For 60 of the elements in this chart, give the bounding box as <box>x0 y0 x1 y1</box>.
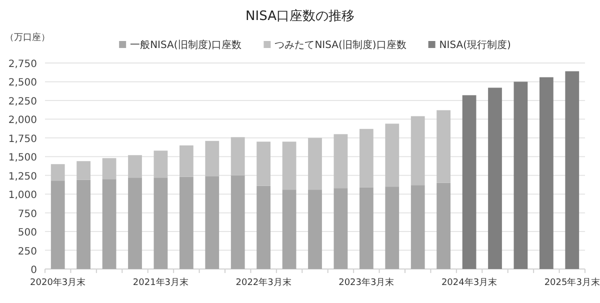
bar <box>282 190 296 269</box>
y-tick-label: 500 <box>18 228 37 239</box>
bar <box>102 158 116 180</box>
bar <box>154 150 168 178</box>
bar <box>359 187 374 269</box>
bar <box>539 77 554 269</box>
bar <box>102 179 116 269</box>
x-tick-label: 2025年3月末 <box>544 277 600 288</box>
bar <box>436 110 451 183</box>
bar <box>308 138 322 190</box>
bar <box>154 178 168 269</box>
y-tick-label: 1,750 <box>8 134 37 145</box>
bar <box>488 88 502 269</box>
x-tick-label: 2024年3月末 <box>441 277 498 288</box>
bar <box>410 116 425 186</box>
bar <box>436 182 451 269</box>
legend-label: つみたてNISA(旧制度)口座数 <box>274 39 406 51</box>
bar <box>256 142 271 186</box>
bar <box>50 164 65 181</box>
legend-label: 一般NISA(旧制度)口座数 <box>130 39 242 51</box>
bar <box>205 176 220 269</box>
y-tick-label: 2,750 <box>8 59 37 70</box>
bar <box>230 175 245 269</box>
bar <box>179 176 194 269</box>
bar <box>205 140 220 176</box>
x-tick-label: 2020年3月末 <box>30 277 86 288</box>
bar <box>179 145 194 177</box>
bar <box>334 188 348 269</box>
x-tick-label: 2022年3月末 <box>236 277 292 288</box>
bar <box>359 128 374 188</box>
bar <box>76 180 91 269</box>
chart-title: NISA口座数の推移 <box>246 8 354 24</box>
y-tick-label: 1,000 <box>8 190 37 202</box>
bar <box>282 142 296 190</box>
bar <box>230 137 245 176</box>
bar <box>565 71 580 269</box>
legend-label: NISA(現行制度) <box>439 39 512 51</box>
bar <box>76 161 91 180</box>
bar <box>128 178 142 269</box>
bar <box>462 95 476 269</box>
bar <box>385 124 400 187</box>
bar <box>308 190 322 269</box>
y-axis-title: （万口座） <box>5 32 50 43</box>
bar <box>334 134 348 188</box>
x-tick-label: 2023年3月末 <box>338 277 394 288</box>
y-tick-label: 1,500 <box>8 152 37 164</box>
bar <box>256 186 271 269</box>
bar <box>128 155 142 178</box>
y-tick-label: 2,250 <box>8 96 37 108</box>
bar <box>410 185 425 269</box>
bar <box>514 82 528 269</box>
y-tick-label: 2,500 <box>8 78 37 89</box>
y-tick-label: 0 <box>30 265 37 276</box>
bar <box>385 186 400 269</box>
y-tick-label: 1,250 <box>8 171 37 182</box>
y-tick-label: 750 <box>18 208 37 220</box>
y-tick-label: 2,000 <box>8 115 37 126</box>
y-tick-label: 250 <box>18 246 37 258</box>
x-tick-label: 2021年3月末 <box>132 277 189 288</box>
bar <box>50 180 65 269</box>
